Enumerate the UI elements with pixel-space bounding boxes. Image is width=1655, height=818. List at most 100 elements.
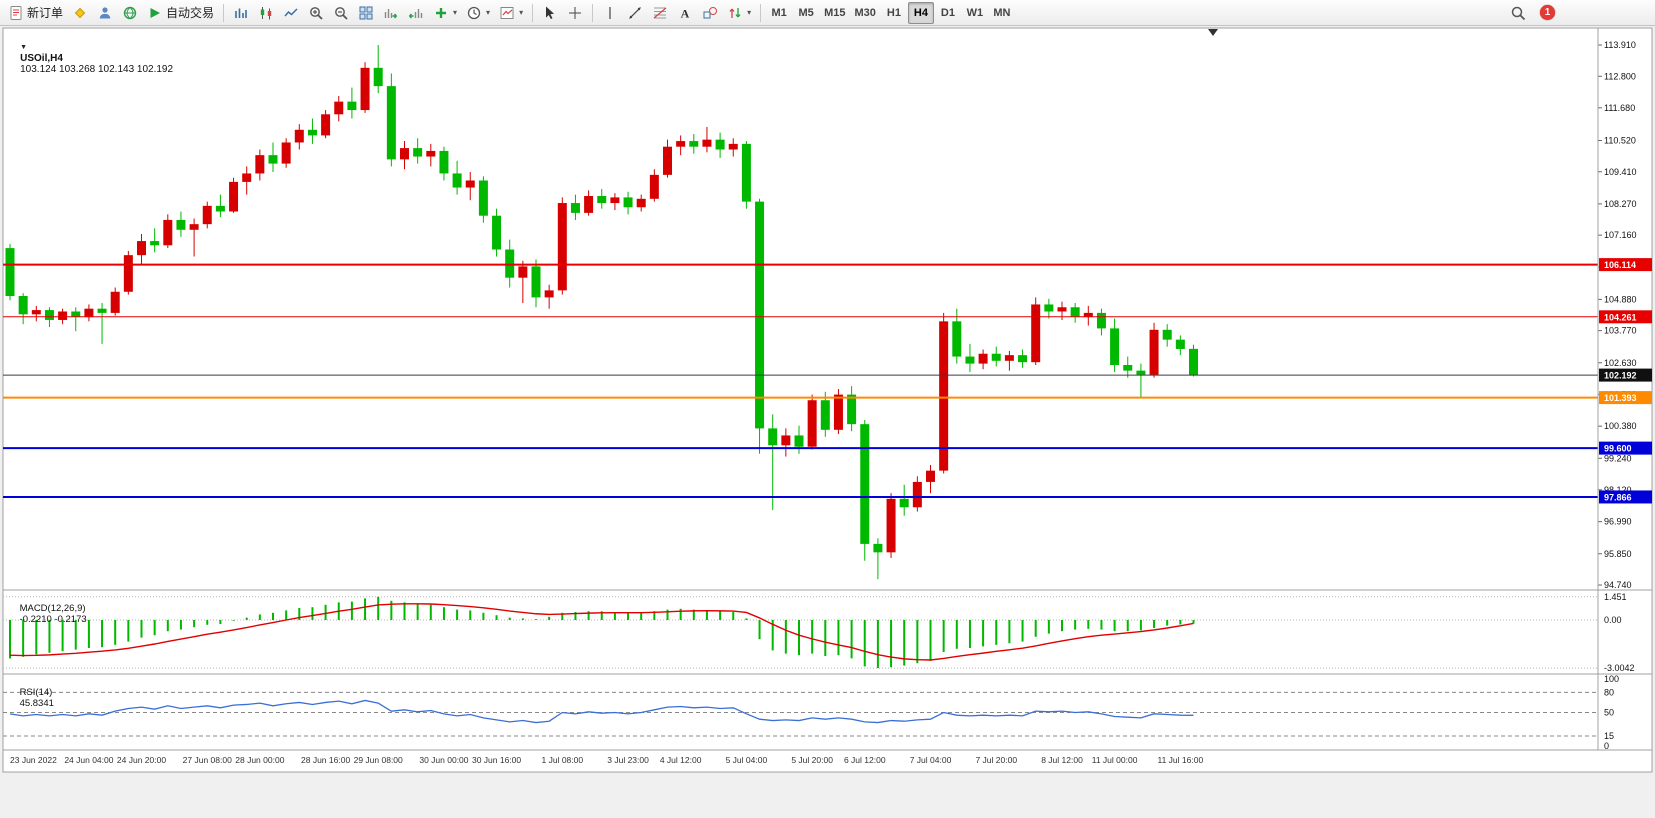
toolbar-separator — [760, 3, 762, 22]
shiftchart-icon — [408, 5, 424, 21]
price-tag-label: 97.866 — [1604, 492, 1632, 502]
rsi-axis-label: 100 — [1604, 674, 1619, 684]
cursor-button[interactable] — [538, 2, 562, 24]
template-icon — [499, 5, 515, 21]
tile-windows-button[interactable] — [354, 2, 378, 24]
zoom-out-button[interactable] — [329, 2, 353, 24]
timeframe-m1-button[interactable]: M1 — [766, 2, 792, 24]
price-tick-label: 95.850 — [1604, 549, 1632, 559]
data-window-button[interactable] — [68, 2, 92, 24]
macd-axis-label: 1.451 — [1604, 592, 1627, 602]
candle-body — [873, 543, 883, 553]
timeframe-m30-button[interactable]: M30 — [851, 2, 880, 24]
time-tick-label: 30 Jun 00:00 — [419, 755, 468, 765]
time-tick-label: 11 Jul 16:00 — [1158, 755, 1204, 765]
candle-body — [518, 266, 528, 278]
macd-axis-label: -3.0042 — [1604, 663, 1635, 673]
candle-body — [1175, 339, 1185, 349]
candle-body — [400, 148, 409, 160]
price-tag — [1599, 310, 1652, 324]
chart-shift-marker[interactable] — [1208, 29, 1218, 36]
clock-icon — [466, 5, 482, 21]
line-chart-button[interactable] — [279, 2, 303, 24]
time-tick-label: 4 Jul 12:00 — [660, 755, 702, 765]
accounts-button[interactable] — [93, 2, 117, 24]
rsi-indicator-label: RSI(14) 45.8341 — [9, 676, 54, 720]
price-tick-label: 112.800 — [1604, 71, 1636, 81]
timeframe-h1-button[interactable]: H1 — [881, 2, 907, 24]
candle-body — [978, 353, 988, 364]
bar-chart-button[interactable] — [229, 2, 253, 24]
time-tick-label: 6 Jul 12:00 — [844, 755, 886, 765]
price-tag-label: 104.261 — [1604, 312, 1637, 322]
shapes-button[interactable] — [698, 2, 722, 24]
fibonacci-button[interactable] — [648, 2, 672, 24]
vertical-line-button[interactable] — [598, 2, 622, 24]
rsi-value: 45.8341 — [19, 698, 54, 709]
timeframe-w1-button[interactable]: W1 — [962, 2, 988, 24]
candle-body — [31, 310, 41, 315]
candle-body — [1110, 328, 1120, 366]
notification-badge[interactable]: 1 — [1540, 5, 1555, 20]
candle-body — [531, 266, 541, 298]
arrows-button[interactable]: ▾ — [723, 2, 755, 24]
symbol-dropdown-icon[interactable]: ▼ — [20, 44, 28, 51]
macd-indicator-label: MACD(12,26,9) -0.2210 -0.2173 — [9, 592, 87, 636]
candle-body — [1057, 307, 1067, 312]
candle-body — [847, 394, 857, 425]
trendline-button[interactable] — [623, 2, 647, 24]
toolbar-separator — [532, 3, 534, 22]
timeframe-d1-button[interactable]: D1 — [935, 2, 961, 24]
candle-body — [452, 173, 462, 188]
price-axis[interactable]: 113.910 112.800 111.680 110.520 109.410 108.2… — [1598, 40, 1637, 590]
candle-body — [794, 435, 804, 447]
crosshair-button[interactable] — [563, 2, 587, 24]
zoom-in-button[interactable] — [304, 2, 328, 24]
candle-body — [597, 195, 607, 204]
auto-trading-button[interactable]: 自动交易 — [143, 2, 218, 24]
candle-body — [439, 150, 449, 174]
rsi-axis-label: 50 — [1604, 708, 1614, 718]
price-tag — [1599, 258, 1652, 272]
timeframe-mn-button[interactable]: MN — [989, 2, 1015, 24]
periods-button[interactable]: ▾ — [462, 2, 494, 24]
new-order-button[interactable]: 新订单 — [4, 2, 67, 24]
text-button[interactable]: A — [673, 2, 697, 24]
auto-trading-button-label: 自动交易 — [166, 6, 215, 20]
price-tick-label: 108.270 — [1604, 199, 1637, 209]
price-tag — [1599, 441, 1652, 455]
indicators-button[interactable]: ▾ — [429, 2, 461, 24]
price-tick-label: 96.990 — [1604, 517, 1632, 527]
price-tick-label: 113.910 — [1604, 40, 1636, 50]
candle-body — [97, 308, 107, 313]
candle-body — [886, 498, 896, 553]
autoscroll-icon — [383, 5, 399, 21]
candle-body — [610, 197, 620, 204]
search-button[interactable] — [1506, 2, 1530, 24]
trend-icon — [627, 5, 643, 21]
cursor-icon — [542, 5, 558, 21]
templates-button[interactable]: ▾ — [495, 2, 527, 24]
timeframe-m15-button[interactable]: M15 — [820, 2, 849, 24]
candle-body — [781, 435, 791, 446]
time-axis[interactable]: 23 Jun 2022 24 Jun 04:00 24 Jun 20:00 27 Ju… — [10, 755, 1203, 765]
dropdown-caret-icon: ▾ — [486, 8, 491, 17]
candle-body — [741, 143, 751, 202]
candlestick-chart-button[interactable] — [254, 2, 278, 24]
community-button[interactable] — [118, 2, 142, 24]
time-tick-label: 7 Jul 04:00 — [910, 755, 952, 765]
new-order-button-label: 新订单 — [27, 6, 64, 20]
candle-body — [636, 198, 646, 208]
candle-body — [294, 129, 304, 143]
chart-shift-button[interactable] — [404, 2, 428, 24]
auto-scroll-button[interactable] — [379, 2, 403, 24]
dropdown-caret-icon: ▾ — [453, 8, 458, 17]
candle-body — [1123, 365, 1133, 371]
timeframe-h4-button[interactable]: H4 — [907, 1, 934, 24]
price-tag — [1599, 391, 1652, 405]
textA-icon: A — [677, 5, 693, 21]
macd-values: -0.2210 -0.2173 — [19, 614, 87, 625]
timeframe-m5-button[interactable]: M5 — [793, 2, 819, 24]
tile-icon — [358, 5, 374, 21]
